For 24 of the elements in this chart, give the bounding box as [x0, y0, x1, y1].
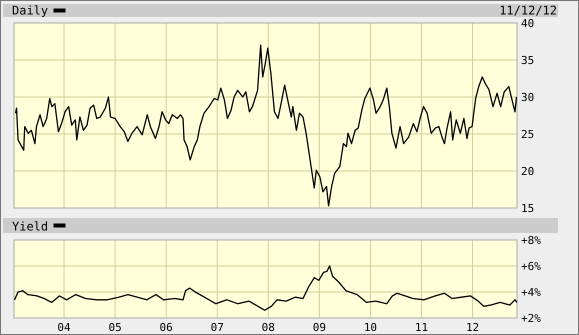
y-tick-label: +8% [521, 234, 542, 247]
y-tick-label: 40 [521, 16, 534, 30]
line-series [14, 265, 518, 311]
x-tick-label: 12 [466, 321, 480, 334]
x-tick-label: 10 [364, 321, 378, 334]
y-tick-label: 25 [521, 128, 534, 141]
line-series [14, 44, 518, 206]
x-tick-label: 05 [108, 321, 122, 334]
x-tick-label: 08 [262, 321, 275, 334]
y-tick-label: 35 [521, 54, 534, 67]
text: 11/12/12 [499, 4, 557, 18]
legend-label: Daily [12, 4, 48, 18]
y-tick-label: 30 [521, 90, 534, 104]
legend-label: Yield [12, 220, 48, 234]
y-tick-label: 15 [521, 202, 534, 215]
x-tick-label: 06 [160, 321, 173, 334]
x-tick-label: 11 [414, 321, 428, 334]
x-tick-label: 07 [210, 321, 224, 334]
y-tick-label: +6% [521, 260, 542, 273]
x-tick-label: 04 [57, 321, 72, 334]
x-tick-label: 09 [312, 321, 326, 334]
y-tick-label: +4% [521, 286, 542, 299]
y-tick-label: +2% [521, 312, 542, 325]
y-tick-label: 20 [521, 164, 534, 178]
